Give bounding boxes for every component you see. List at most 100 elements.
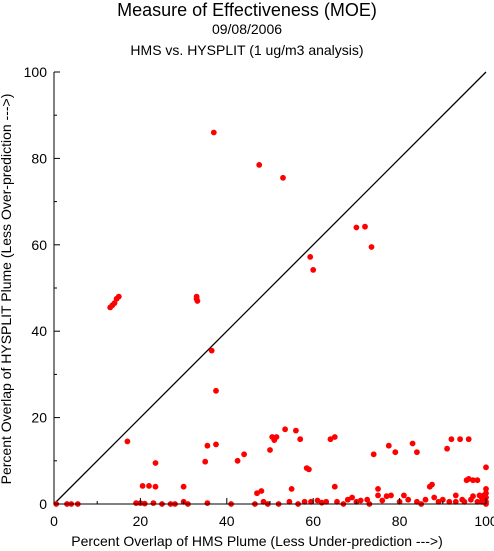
data-point [362,223,368,230]
data-point [349,494,355,501]
chart-date: 09/08/2006 [211,21,283,37]
data-point [254,490,260,497]
data-point [401,492,407,499]
y-tick-label: 100 [24,64,48,80]
x-tick-label: 60 [305,513,321,529]
data-point [364,496,371,503]
x-tick-label: 100 [474,513,494,529]
data-point [331,483,338,490]
axes: 0 20 40 60 80 100 0 20 40 60 80 100 [24,64,494,529]
data-point [483,490,489,497]
data-point [446,498,453,505]
data-point [139,483,146,489]
data-point [297,436,304,443]
data-point [314,497,321,504]
data-point [452,492,459,499]
data-point [267,447,273,453]
data-point [452,498,459,505]
data-point [465,436,472,443]
y-tick-label: 40 [31,323,47,339]
data-point [111,300,118,306]
data-point [474,498,481,505]
data-point [204,500,211,506]
data-point [241,451,248,458]
data-point [308,498,314,505]
data-point [448,436,455,443]
data-point [429,481,435,488]
data-point [307,254,314,260]
data-point [310,267,317,273]
chart-subtitle: HMS vs. HYSPLIT (1 ug/m3 analysis) [130,42,364,58]
data-point [208,347,215,354]
data-point [150,500,157,506]
data-points [53,129,489,507]
data-point [461,498,468,505]
data-point [213,441,219,448]
data-point [193,293,200,300]
data-point [323,498,330,505]
data-point [368,244,375,250]
data-point [133,500,140,506]
data-point [483,464,489,471]
data-point [334,498,340,505]
data-point [258,488,265,494]
data-point [256,162,263,168]
data-point [375,492,381,499]
chart-title: Measure of Effectiveness (MOE) [117,0,377,20]
data-point [146,483,152,489]
data-point [124,438,131,445]
data-point [273,434,280,440]
data-point [152,483,159,490]
data-point [286,498,293,505]
x-tick-label: 40 [219,513,235,529]
data-point [306,466,312,473]
y-tick-label: 60 [31,237,47,253]
data-point [260,498,267,505]
data-point [115,293,122,300]
data-point [293,427,299,434]
data-point [152,460,159,466]
data-point [392,449,399,456]
data-point [470,493,476,500]
data-point [405,496,412,503]
data-point [301,498,308,505]
data-point [470,477,476,484]
data-point [288,486,295,492]
data-point [210,129,217,136]
data-point [213,387,219,394]
data-point [385,442,392,449]
data-point [422,496,429,503]
diagonal-reference-line [53,71,487,505]
data-point [457,436,463,443]
x-tick-label: 0 [50,513,58,529]
data-point [370,451,377,458]
data-point [414,498,420,505]
data-point [483,494,489,501]
x-tick-label: 80 [392,513,408,529]
data-point [280,174,286,181]
y-tick-label: 80 [31,150,47,166]
data-point [282,426,288,433]
data-point [383,493,390,500]
data-point [344,496,351,503]
data-point [483,486,489,492]
data-point [204,442,211,449]
data-point [194,298,201,304]
data-point [331,434,338,440]
data-point [234,457,241,464]
data-point [435,498,442,505]
y-axis-label: Percent Overlap of HYSPLIT Plume (Less O… [0,94,14,485]
data-point [439,496,446,503]
reference-line-group [53,71,487,505]
x-axis-label: Percent Overlap of HMS Plume (Less Under… [71,533,443,549]
data-point [414,449,420,456]
y-tick-label: 0 [39,496,47,512]
data-point [388,492,394,499]
data-point [180,483,187,490]
x-tick-label: 20 [133,513,149,529]
data-point [353,224,360,231]
data-point [409,440,416,447]
data-point [357,497,364,504]
data-point [202,458,209,465]
